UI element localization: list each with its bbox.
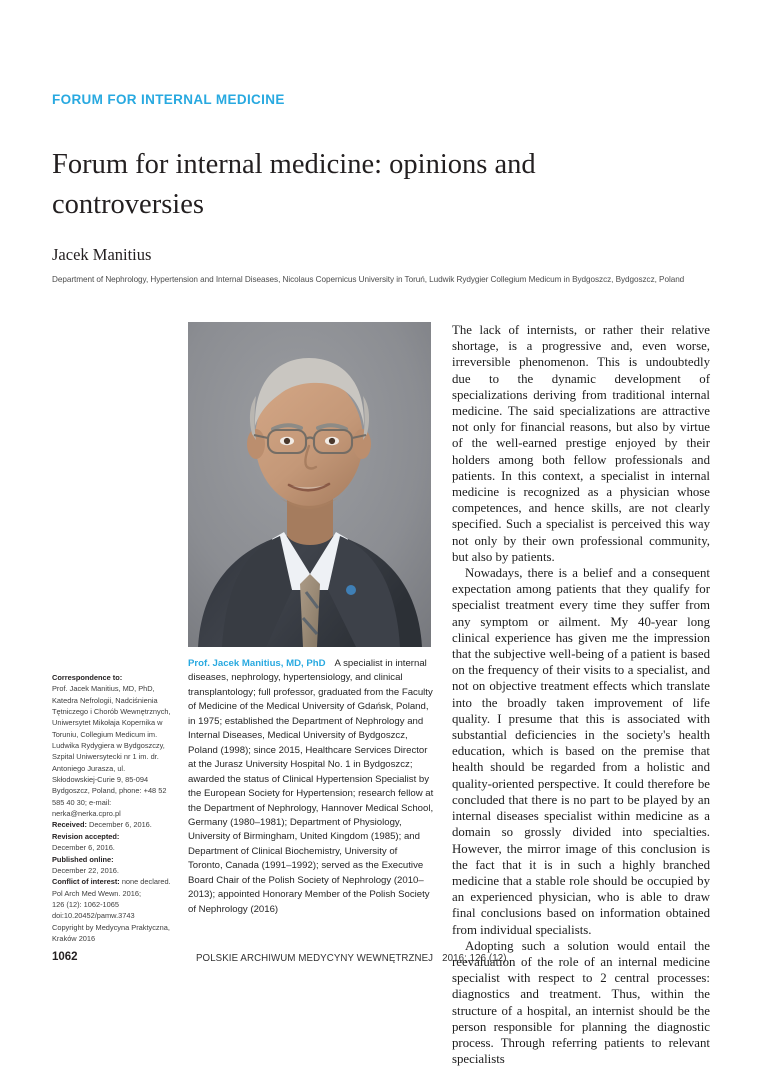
caption-text: A specialist in internal diseases, nephr… [188,658,434,915]
published-label: Published online: [52,854,114,864]
author-name: Jacek Manitius [52,245,152,264]
citation-line-1: Pol Arch Med Wewn. 2016; [52,888,142,898]
correspondence-address: Prof. Jacek Manitius, MD, PhD, Katedra N… [52,684,171,819]
footer-volume-issue: 2016; 126 (12) [442,953,507,964]
conflict-label: Conflict of interest: [52,877,120,887]
copyright-line-1: Copyright by Medycyna Praktyczna, [52,922,170,932]
footer-journal-title: POLSKIE ARCHIWUM MEDYCYNY WEWNĘTRZNEJ [196,953,434,964]
conflict-line: Conflict of interest: none declared. [52,876,172,887]
correspondence-heading: Correspondence to: [52,673,123,682]
body-paragraph-1: The lack of internists, or rather their … [452,323,710,564]
conflict-value: none declared. [121,877,171,887]
journal-page: FORUM FOR INTERNAL MEDICINE Forum for in… [52,92,710,1066]
published-value: December 22, 2016. [52,865,119,875]
correspondence-block: Correspondence to: Prof. Jacek Manitius,… [52,672,172,944]
running-head: FORUM FOR INTERNAL MEDICINE [52,92,285,107]
copyright-line-2: Kraków 2016 [52,933,96,943]
body-paragraph-2: Nowadays, there is a belief and a conseq… [452,566,710,937]
doi-line: doi:10.20452/pamw.3743 [52,911,135,921]
footer-journal-line: POLSKIE ARCHIWUM MEDYCYNY WEWNĘTRZNEJ 201… [196,953,507,964]
page-title: Forum for internal medicine: opinions an… [52,149,536,220]
footer-page-number: 1062 [52,951,78,963]
author-portrait-photo [188,322,431,647]
author-affiliation: Department of Nephrology, Hypertension a… [52,275,685,284]
received-line: Received: December 6, 2016. [52,819,172,830]
received-label: Received: [52,820,87,830]
caption-lead: Prof. Jacek Manitius, MD, PhD [188,658,326,669]
portrait-illustration [188,322,431,647]
revision-label: Revision accepted: [52,831,120,841]
received-value: December 6, 2016. [88,820,152,830]
photo-caption: Prof. Jacek Manitius, MD, PhD A specialis… [188,657,434,917]
revision-value: December 6, 2016. [52,843,115,853]
citation-line-2: 126 (12): 1062-1065 [52,899,119,909]
